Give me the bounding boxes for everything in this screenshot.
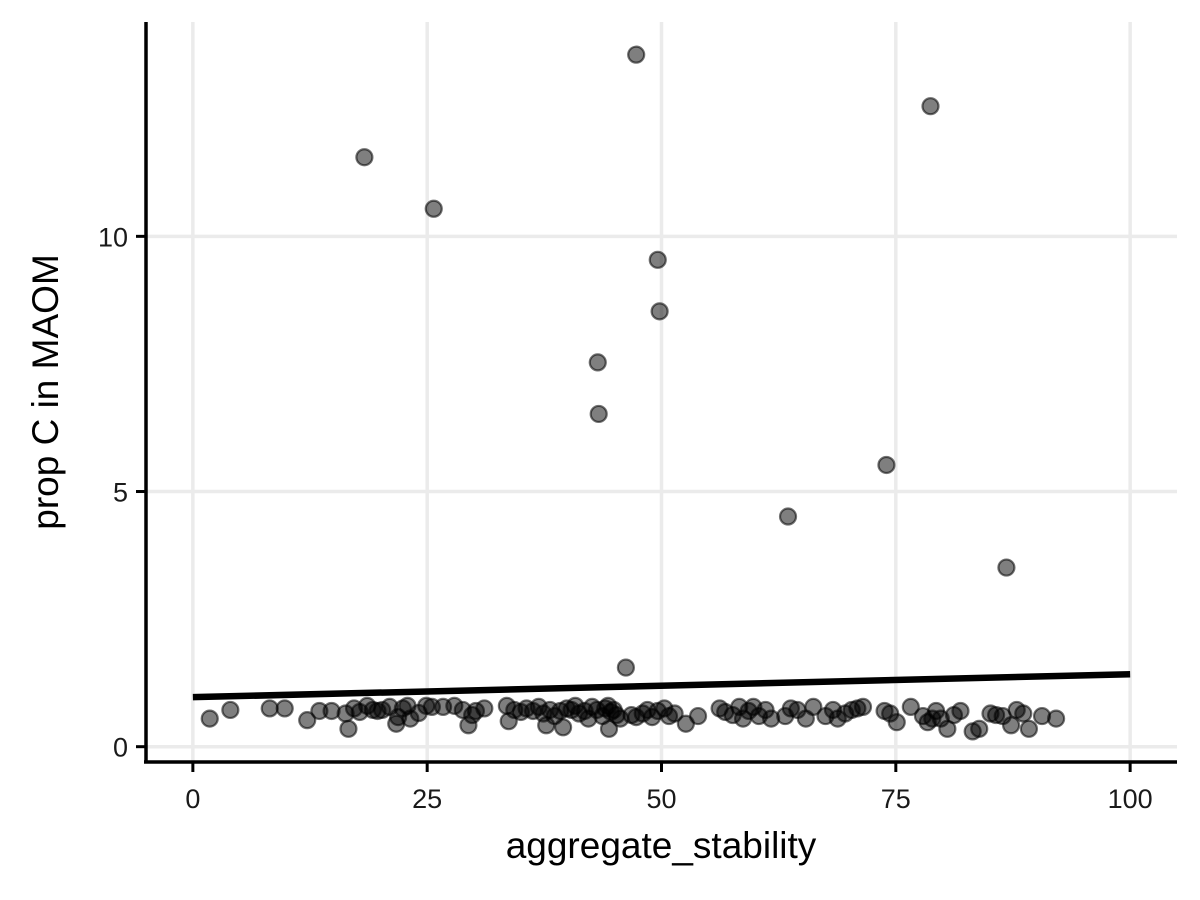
data-point	[475, 699, 494, 718]
data-point	[553, 718, 573, 737]
x-axis-title: aggregate_stability	[506, 825, 817, 866]
data-point	[1002, 716, 1021, 735]
data-point	[588, 353, 607, 372]
data-point	[650, 302, 669, 321]
fit-line-layer	[192, 670, 1131, 701]
data-point	[589, 404, 608, 424]
fit-line	[192, 670, 1131, 701]
data-point	[1046, 709, 1066, 728]
data-point	[275, 699, 294, 718]
y-tick-label: 0	[113, 733, 128, 763]
data-point	[200, 709, 219, 728]
data-point	[778, 507, 798, 526]
x-tick-label: 25	[412, 784, 442, 814]
data-point	[298, 711, 317, 730]
data-point	[1014, 704, 1033, 723]
data-point	[339, 719, 358, 738]
data-point	[901, 697, 920, 716]
x-tick-label: 75	[881, 784, 911, 814]
x-tick-label: 0	[185, 784, 200, 814]
data-point	[853, 697, 873, 716]
data-point	[877, 455, 896, 475]
data-point	[260, 699, 279, 718]
data-point	[665, 704, 684, 723]
data-point	[648, 250, 667, 269]
data-point	[951, 701, 970, 721]
y-tick-label: 5	[113, 478, 128, 508]
data-point	[355, 148, 374, 167]
data-point	[688, 706, 708, 726]
data-point	[424, 199, 443, 218]
y-axis-title: prop C in MAOM	[25, 254, 66, 530]
data-point	[921, 97, 940, 116]
data-point	[997, 558, 1016, 577]
points-layer	[200, 45, 1066, 741]
ticks: 0 25 50 75 100 0 5 10	[98, 222, 1153, 814]
data-point	[804, 697, 823, 716]
data-point	[221, 700, 240, 720]
data-point	[970, 719, 989, 738]
data-point	[616, 658, 635, 677]
data-point	[887, 713, 906, 732]
x-tick-label: 100	[1108, 784, 1153, 814]
data-point	[1019, 719, 1039, 738]
data-point	[627, 45, 646, 64]
y-tick-label: 10	[98, 222, 128, 252]
x-tick-label: 50	[646, 784, 676, 814]
grid	[146, 22, 1177, 762]
